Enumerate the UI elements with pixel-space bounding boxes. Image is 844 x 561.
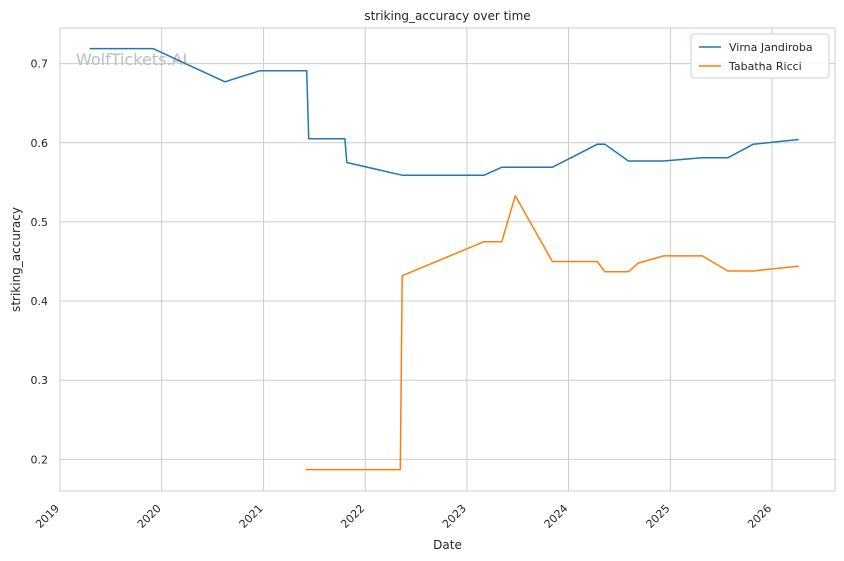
series-line-tabatha-ricci [305,195,799,471]
legend-label: Tabatha Ricci [728,60,802,73]
legend-box [690,33,830,79]
grid [59,28,835,491]
x-axis-label: Date [433,538,462,552]
y-axis-ticks: 0.2 0.3 0.4 0.5 0.6 0.7 [31,58,49,467]
y-tick-label: 0.6 [31,137,49,150]
y-tick-label: 0.5 [31,216,49,229]
legend: Virna Jandiroba Tabatha Ricci [690,33,830,79]
y-tick-label: 0.4 [31,295,49,308]
y-tick-label: 0.3 [31,374,49,387]
plot-area [60,28,835,491]
series-line-virna-jandiroba [89,47,799,176]
legend-label: Virna Jandiroba [729,41,813,54]
y-tick-label: 0.7 [31,58,49,71]
plot-frame [59,27,836,492]
chart-title: striking_accuracy over time [364,9,530,23]
y-axis-label: striking_accuracy [9,207,23,312]
y-tick-label: 0.2 [31,453,49,466]
series-layer [89,47,799,471]
watermark: WolfTickets.AI [76,50,187,69]
